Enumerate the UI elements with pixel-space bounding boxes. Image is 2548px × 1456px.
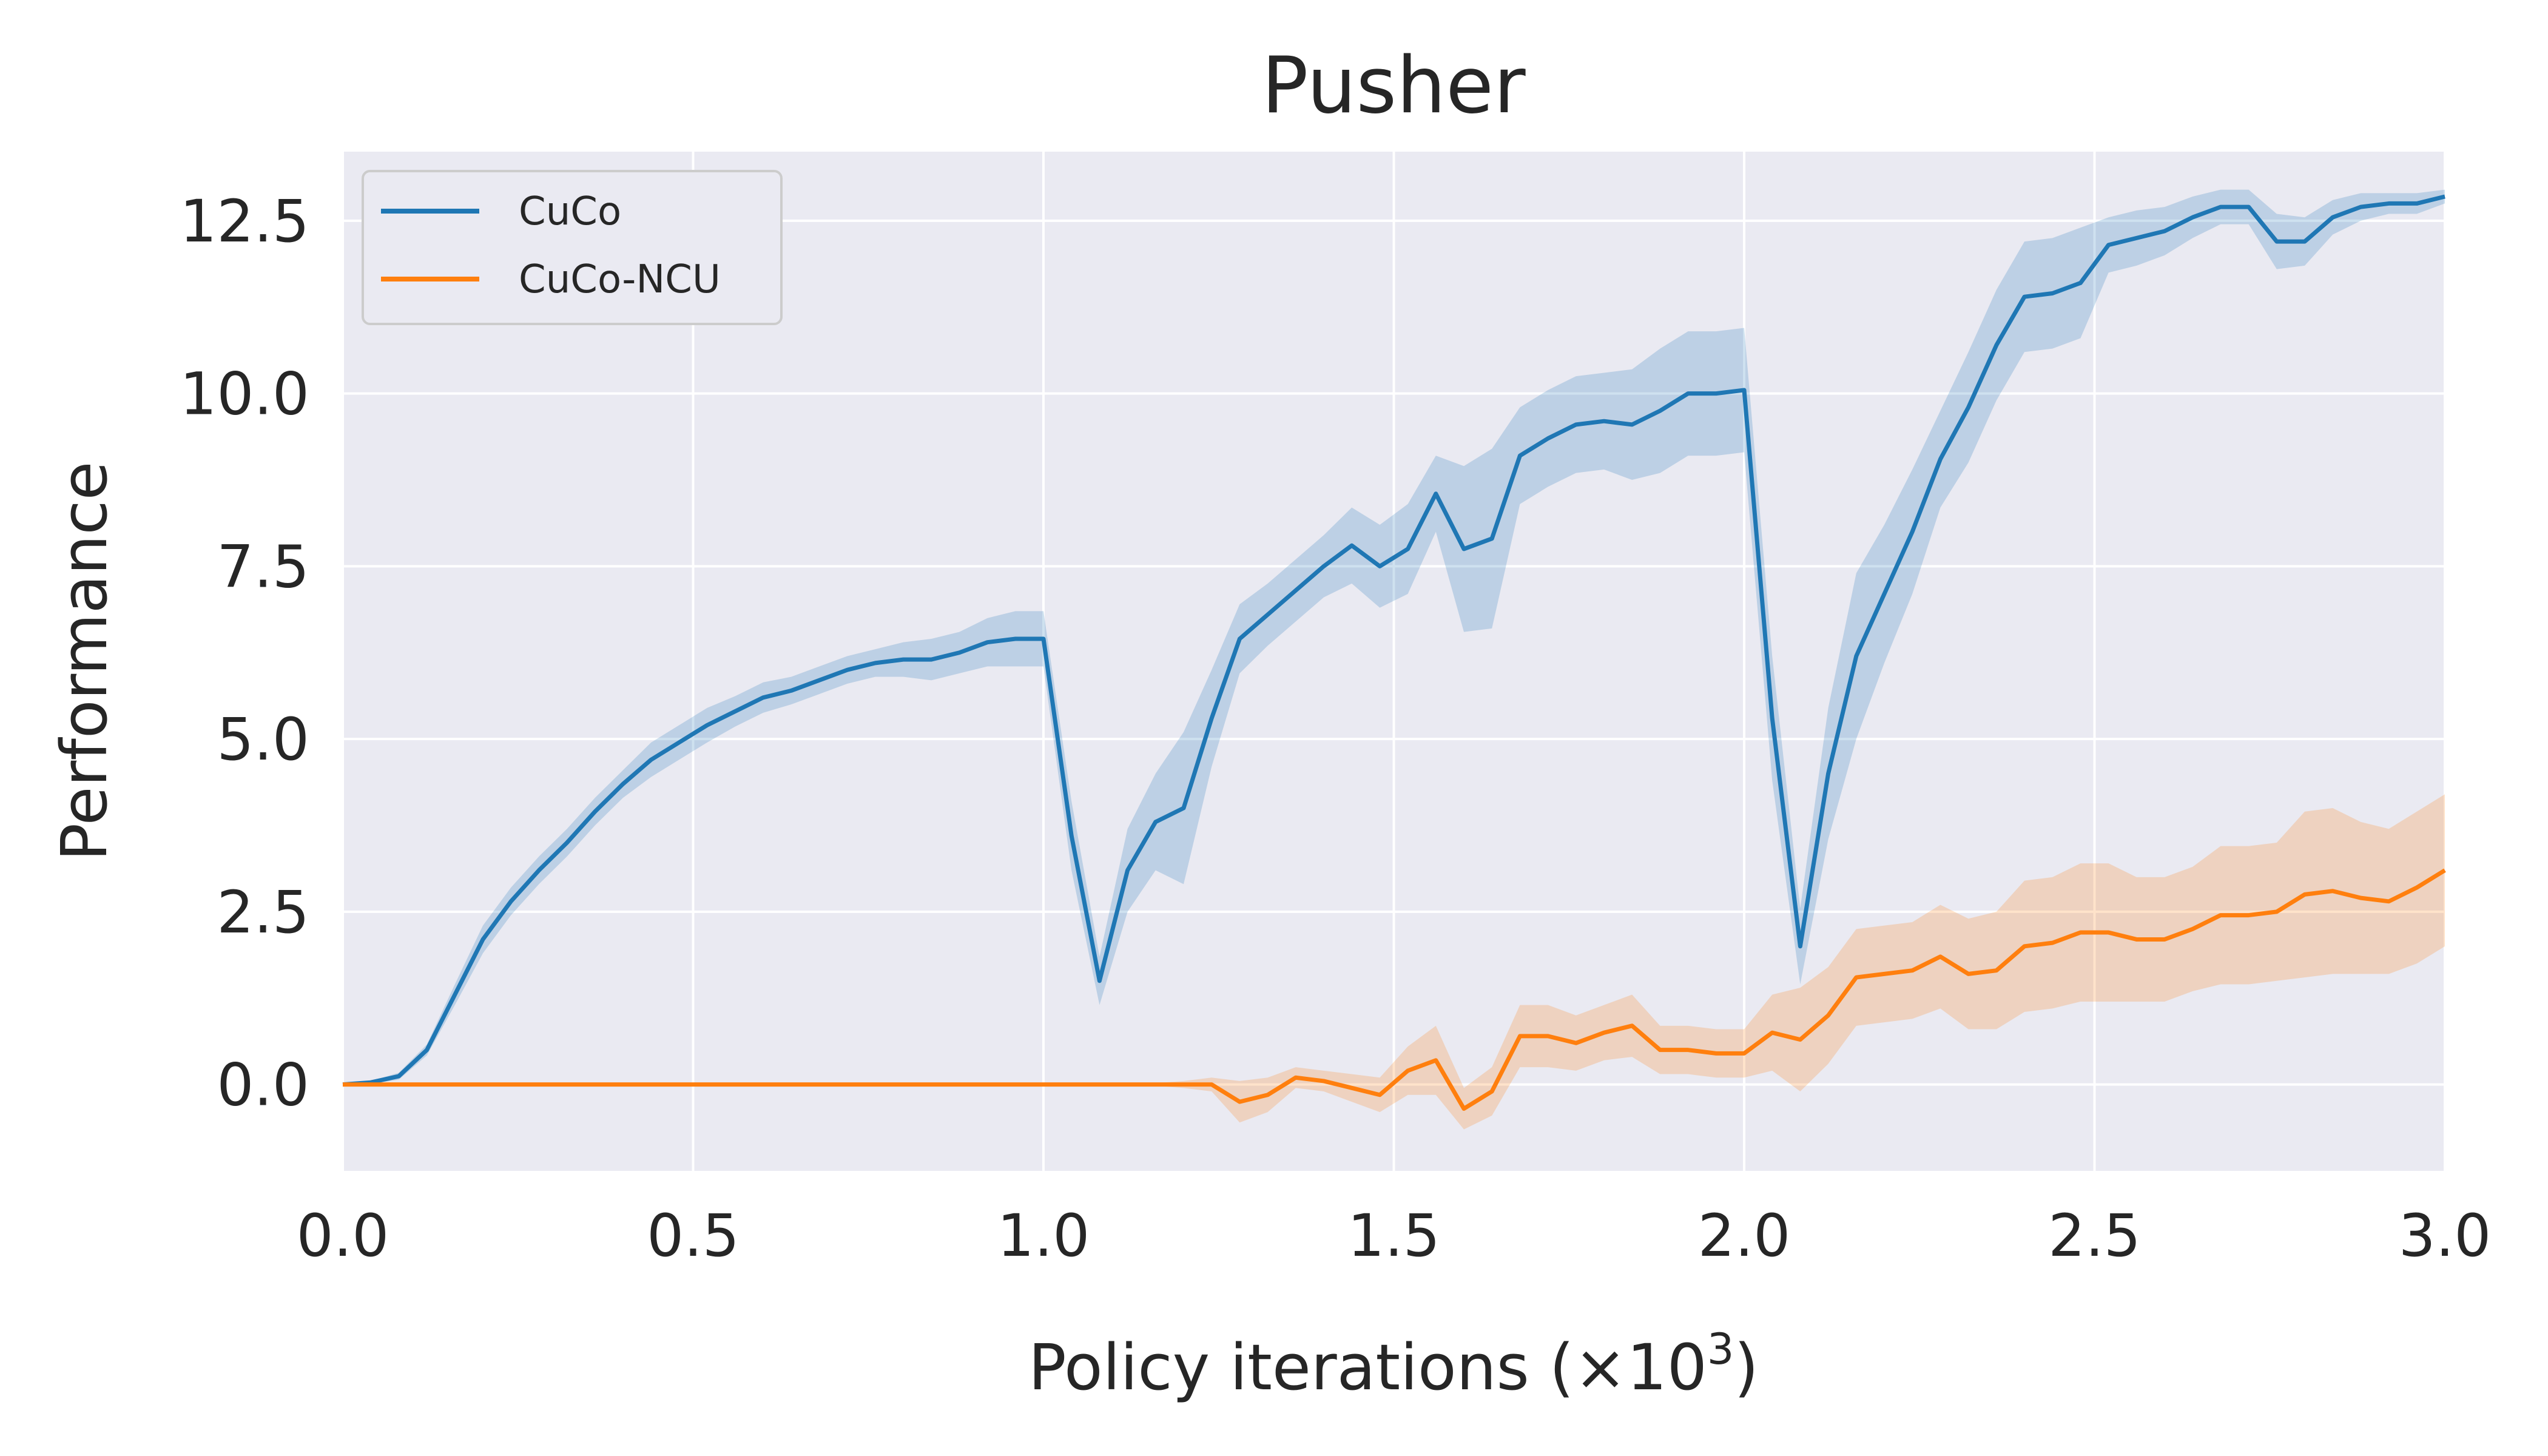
y-tick-label: 12.5 (180, 187, 309, 255)
x-tick-label: 0.5 (647, 1202, 740, 1270)
x-axis-label: Policy iterations (×103) (1028, 1324, 1759, 1404)
x-tick-label: 2.0 (1698, 1202, 1791, 1270)
chart-title: Pusher (1261, 41, 1526, 131)
y-tick-label: 10.0 (180, 360, 309, 428)
series-lines (342, 194, 2446, 1111)
y-axis-label: Performance (47, 461, 121, 861)
series-line-cuco (342, 194, 2445, 1087)
legend-label-cuco-ncu: CuCo-NCU (519, 257, 721, 302)
x-tick-labels: 0.0 0.5 1.0 1.5 2.0 2.5 3.0 (297, 1202, 2492, 1270)
x-tick-label: 0.0 (297, 1202, 389, 1270)
x-tick-label: 3.0 (2399, 1202, 2492, 1270)
x-tick-label: 1.0 (997, 1202, 1090, 1270)
y-tick-label: 2.5 (217, 878, 309, 946)
legend: CuCo CuCo-NCU (362, 170, 783, 325)
x-tick-label: 2.5 (2048, 1202, 2141, 1270)
band-cuco-ncu (343, 794, 2445, 1130)
y-tick-labels: 0.0 2.5 5.0 7.5 10.0 12.5 (180, 187, 309, 1119)
x-tick-label: 1.5 (1347, 1202, 1440, 1270)
y-tick-label: 7.5 (217, 533, 309, 601)
y-tick-label: 0.0 (217, 1051, 309, 1119)
series-line-cuco-ncu (343, 868, 2446, 1111)
confidence-bands (343, 189, 2445, 1130)
legend-label-cuco: CuCo (519, 189, 621, 234)
y-tick-label: 5.0 (217, 706, 309, 774)
